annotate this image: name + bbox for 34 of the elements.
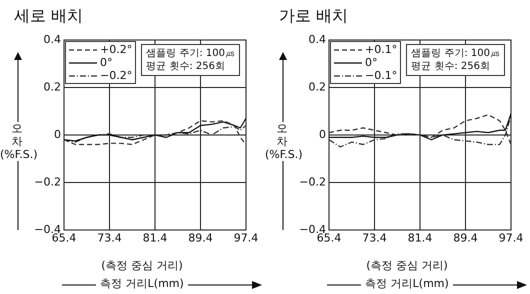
legend-label: 0° [365, 56, 378, 69]
x-tick-label: 73.4 [362, 231, 387, 244]
x-tick-label: 89.4 [453, 231, 478, 244]
legend-label: −0.2° [100, 69, 132, 82]
annotation: 평균 횟수: 256회 [411, 60, 491, 73]
x-tick-label: 73.4 [97, 231, 122, 244]
y-tick-label: 0.4 [44, 32, 61, 46]
y-axis-title: 오차(%F.S.) [265, 122, 303, 161]
text: (측정 중심 거리) [365, 258, 449, 273]
annotation: 평균 횟수: 256회 [146, 60, 226, 73]
x-axis-title: 측정 거리L(mm) [361, 277, 453, 290]
x-tick-label: 81.4 [142, 231, 168, 244]
annotation: 샘플링 주기: 100㎲ [146, 47, 235, 60]
x-axis-title: 측정 거리L(mm) [96, 277, 188, 290]
legend-label: +0.1° [365, 43, 398, 56]
x-tick-label: 97.4 [234, 231, 258, 244]
y-tick-label: 0 [54, 128, 61, 141]
x-tick-label: 97.4 [498, 231, 524, 244]
annotation: 샘플링 주기: 100㎲ [411, 47, 500, 60]
y-tick-label: −0.2 [34, 175, 61, 188]
chart-title: 가로 배치 [279, 6, 348, 27]
y-tick-label: 0.2 [308, 80, 326, 94]
y-tick-label: 0.4 [308, 32, 326, 46]
y-tick-label: 0.2 [44, 80, 61, 94]
text: (측정 중심 거리) [100, 258, 184, 273]
y-tick-label: 0 [319, 128, 326, 141]
x-tick-label: 89.4 [188, 231, 213, 244]
legend-label: 0° [100, 56, 112, 69]
legend-label: −0.1° [365, 69, 398, 82]
y-tick-label: −0.2 [299, 175, 326, 188]
y-axis-title: 오차(%F.S.) [0, 122, 38, 161]
legend-label: +0.2° [100, 43, 132, 56]
chart-title: 세로 배치 [14, 6, 84, 27]
x-tick-label: 81.4 [408, 231, 432, 244]
